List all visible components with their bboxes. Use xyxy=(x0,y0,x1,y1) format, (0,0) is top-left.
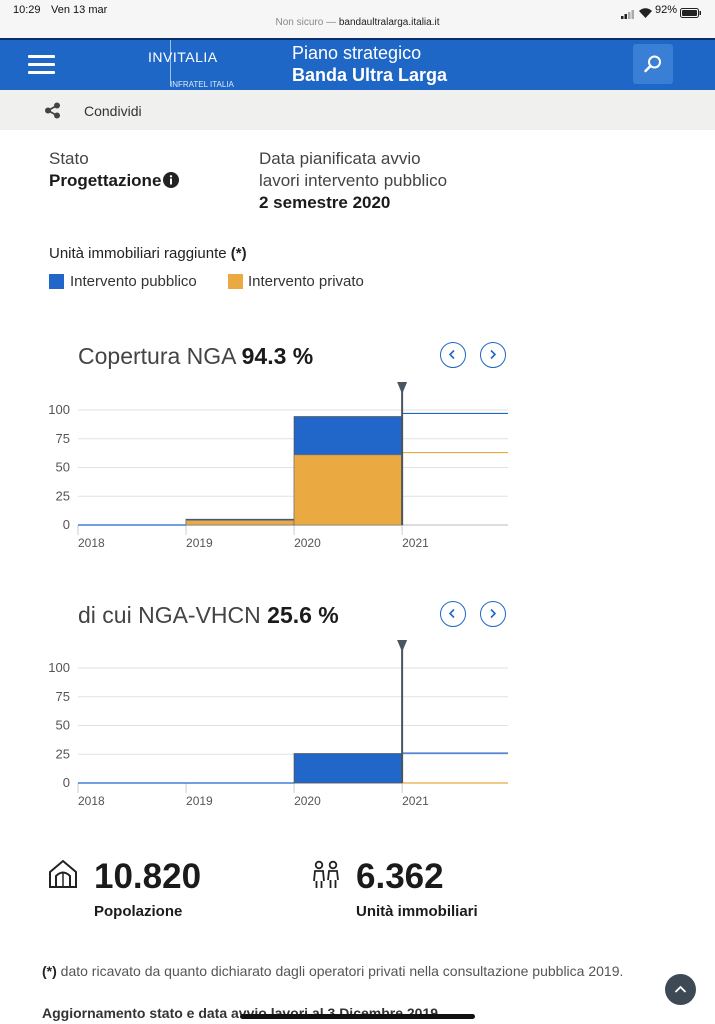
address-bar[interactable]: Non sicuro — bandaultralarga.italia.it xyxy=(0,17,715,28)
units-label: Unità immobiliari xyxy=(356,903,478,920)
footnote-text: dato ricavato da quanto dichiarato dagli… xyxy=(56,963,624,979)
x-tick-label: 2021 xyxy=(402,794,429,808)
y-tick-label: 0 xyxy=(63,775,70,790)
header-subtitle: Banda Ultra Larga xyxy=(292,65,448,85)
chart1-title-label: Copertura NGA xyxy=(78,343,236,369)
population-label: Popolazione xyxy=(94,903,183,920)
x-tick-label: 2020 xyxy=(294,794,321,808)
footnote: (*) dato ricavato da quanto dichiarato d… xyxy=(42,963,642,979)
marker-flag xyxy=(397,382,408,394)
status-date: Ven 13 mar xyxy=(51,4,108,16)
y-tick-label: 75 xyxy=(56,689,70,704)
legend-public-label: Intervento pubblico xyxy=(70,273,197,290)
battery-icon xyxy=(680,5,702,23)
bar-private xyxy=(293,454,403,526)
y-tick-label: 50 xyxy=(56,460,70,475)
data-label-line1: Data pianificata avvio xyxy=(259,149,421,168)
share-icon[interactable] xyxy=(44,102,61,119)
chart2-title-value: 25.6 % xyxy=(267,602,339,628)
legend-title-mark: (*) xyxy=(230,245,247,262)
people-icon xyxy=(313,860,339,888)
x-tick-label: 2020 xyxy=(294,536,321,550)
wifi-icon xyxy=(639,5,652,23)
y-tick-label: 25 xyxy=(56,746,70,761)
y-tick-label: 75 xyxy=(56,431,70,446)
x-tick-label: 2021 xyxy=(402,536,429,550)
logo-infratel: INFRATEL ITALIA xyxy=(170,80,234,89)
chart2-nga-vhcn: 0 25 50 75 100 2018 2019 2020 2021 xyxy=(48,640,508,808)
bar-private xyxy=(185,520,295,526)
battery-percent: 92% xyxy=(655,4,678,16)
chart1-title: Copertura NGA 94.3 % xyxy=(78,343,313,370)
chevron-up-icon xyxy=(674,985,687,993)
url-host: bandaultralarga.italia.it xyxy=(338,17,440,28)
stato-label: Stato xyxy=(49,149,89,168)
x-tick-label: 2019 xyxy=(186,794,213,808)
logo-invitalia[interactable]: INVITALIA xyxy=(148,49,218,65)
footnote-mark: (*) xyxy=(42,963,57,979)
chart1-prev-button[interactable] xyxy=(440,342,466,368)
bar-public xyxy=(293,753,403,784)
hamburger-menu-icon[interactable] xyxy=(28,55,55,74)
x-tick-label: 2019 xyxy=(186,536,213,550)
chart1-nga-coverage: 0 25 50 75 100 2018 2019 2020 2021 xyxy=(48,382,508,550)
chart2-title-label: di cui NGA-VHCN xyxy=(78,602,261,628)
units-value: 6.362 xyxy=(356,857,444,896)
chevron-left-icon xyxy=(448,349,455,360)
status-time: 10:29 xyxy=(13,4,41,16)
chevron-right-icon xyxy=(490,608,497,619)
scroll-top-button[interactable] xyxy=(665,974,696,1005)
data-value: 2 semestre 2020 xyxy=(259,193,391,212)
legend-private-swatch xyxy=(228,274,243,289)
share-button[interactable]: Condividi xyxy=(84,103,142,119)
chart1-next-button[interactable] xyxy=(480,342,506,368)
chart2-next-button[interactable] xyxy=(480,601,506,627)
logo-divider xyxy=(170,40,171,86)
y-tick-label: 50 xyxy=(56,718,70,733)
chart2-prev-button[interactable] xyxy=(440,601,466,627)
y-tick-label: 25 xyxy=(56,488,70,503)
population-value: 10.820 xyxy=(94,857,202,896)
x-tick-label: 2018 xyxy=(78,794,105,808)
header-title: Piano strategico xyxy=(292,43,422,63)
data-label-line2: lavori intervento pubblico xyxy=(259,171,448,190)
legend-title: Unità immobiliari raggiunte (*) xyxy=(49,245,247,262)
home-indicator xyxy=(240,1014,475,1019)
y-tick-label: 100 xyxy=(48,402,70,417)
info-icon[interactable] xyxy=(163,172,179,193)
signal-icon xyxy=(621,6,635,24)
house-icon xyxy=(49,859,77,888)
chevron-right-icon xyxy=(490,349,497,360)
search-icon xyxy=(644,55,661,73)
site-header: INVITALIA INFRATEL ITALIA Piano strategi… xyxy=(0,38,715,90)
status-bar: 10:29 Ven 13 mar 92% Non sicuro — bandau… xyxy=(0,0,715,38)
chart2-title: di cui NGA-VHCN 25.6 % xyxy=(78,602,339,629)
y-tick-label: 0 xyxy=(63,517,70,532)
legend-private-label: Intervento privato xyxy=(248,273,364,290)
search-button[interactable] xyxy=(633,44,673,84)
chart1-title-value: 94.3 % xyxy=(241,343,314,369)
chevron-left-icon xyxy=(448,608,455,619)
legend-title-text: Unità immobiliari raggiunte xyxy=(49,245,227,262)
share-bar: Condividi xyxy=(0,90,715,130)
x-tick-label: 2018 xyxy=(78,536,105,550)
y-tick-label: 100 xyxy=(48,660,70,675)
url-prefix: Non sicuro — xyxy=(275,17,339,28)
stato-value: Progettazione xyxy=(49,171,162,190)
marker-flag xyxy=(397,640,408,652)
legend-public-swatch xyxy=(49,274,64,289)
